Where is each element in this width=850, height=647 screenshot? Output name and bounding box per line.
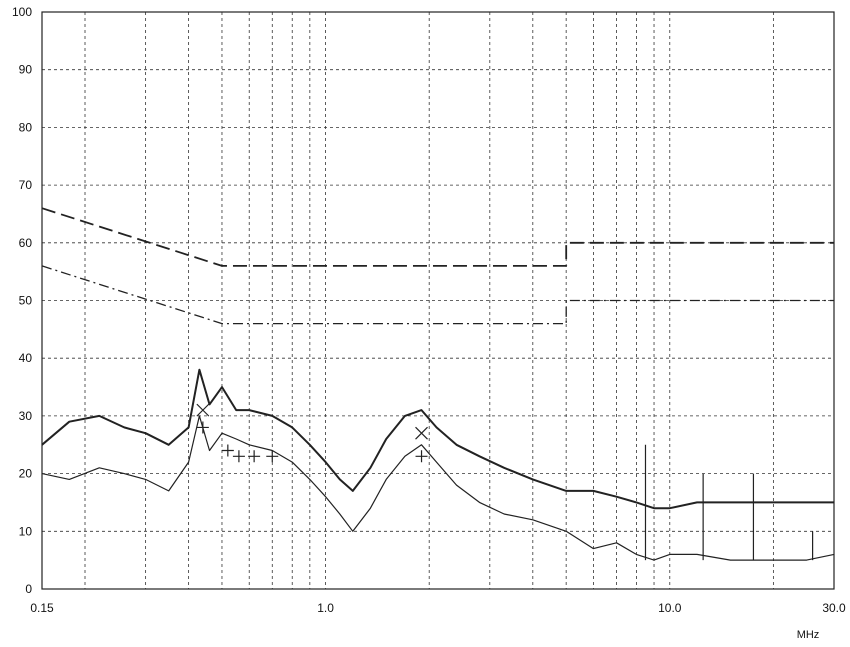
y-tick-label: 0 xyxy=(25,582,32,596)
x-tick-label: 1.0 xyxy=(317,601,334,615)
y-tick-label: 100 xyxy=(12,5,32,19)
y-tick-label: 40 xyxy=(19,351,33,365)
x-marker xyxy=(415,426,428,440)
plus-marker xyxy=(266,450,279,463)
x-tick-label: 30.0 xyxy=(822,601,846,615)
x-marker xyxy=(196,403,210,417)
limit-line-dashdot xyxy=(41,265,834,325)
plus-marker xyxy=(248,450,261,463)
plus-marker xyxy=(232,450,245,463)
y-tick-label: 60 xyxy=(19,236,33,250)
plus-marker xyxy=(221,444,234,457)
trace-upper xyxy=(41,368,834,510)
y-tick-label: 70 xyxy=(19,178,33,192)
plot-frame xyxy=(41,11,835,590)
limit-line-dashed xyxy=(41,207,834,267)
y-tick-label: 30 xyxy=(19,409,33,423)
x-tick-label: 10.0 xyxy=(658,601,682,615)
y-tick-label: 10 xyxy=(19,524,33,538)
y-tick-label: 90 xyxy=(19,63,33,77)
label-layer: 0 10 20 30 40 50 60 70 80 90 100 0.15 1.0 10.0 30.0 xyxy=(12,5,846,615)
series-layer xyxy=(41,207,835,561)
trace-lower xyxy=(41,415,835,561)
y-tick-label: 50 xyxy=(19,294,33,308)
marker-layer xyxy=(196,403,428,463)
y-tick-label: 80 xyxy=(19,120,33,134)
x-tick-label: 0.15 xyxy=(30,601,54,615)
plus-marker xyxy=(415,450,428,463)
x-axis-unit-label: MHz xyxy=(797,629,820,641)
plus-marker xyxy=(196,421,209,434)
y-tick-label: 20 xyxy=(19,467,33,481)
